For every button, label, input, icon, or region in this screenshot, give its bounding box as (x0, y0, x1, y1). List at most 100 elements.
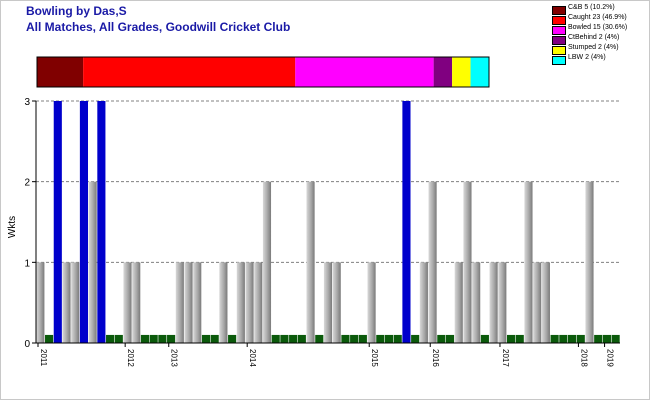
bar-60 (559, 334, 568, 343)
strip-segment-0 (37, 57, 84, 87)
bar-21 (219, 262, 228, 343)
bar-62 (576, 334, 585, 343)
bar-9 (114, 334, 123, 343)
legend-swatch-caught (552, 16, 566, 25)
bar-12 (140, 334, 150, 343)
bar-23 (236, 262, 245, 343)
dismissal-strip (36, 56, 490, 88)
bar-61 (568, 334, 577, 343)
bar-35 (341, 334, 350, 343)
bar-59 (550, 334, 559, 343)
bars (36, 101, 620, 343)
legend-label-cb: C&B 5 (10.2%) (568, 4, 615, 11)
bar-52 (489, 262, 498, 343)
bar-58 (541, 262, 550, 343)
x-tick-label-2016: 2016 (431, 349, 440, 367)
x-tick-label-2015: 2015 (370, 349, 379, 367)
bar-47 (445, 334, 455, 343)
bar-33 (323, 262, 333, 343)
bar-14 (158, 334, 167, 343)
bar-22 (228, 334, 237, 343)
bar-18 (193, 262, 202, 343)
bar-27 (271, 334, 280, 343)
bar-29 (289, 334, 298, 343)
x-tick-label-2017: 2017 (501, 349, 510, 367)
bar-2 (53, 101, 62, 343)
y-tick-labels: 0 1 2 3 (24, 97, 36, 350)
legend-item-cb: C&B 5 (10.2%) (552, 4, 648, 15)
bar-44 (419, 262, 428, 343)
legend-label-stumped: Stumped 2 (4%) (568, 44, 619, 51)
bar-65 (602, 334, 611, 343)
bar-34 (332, 262, 341, 343)
bar-41 (393, 334, 402, 343)
strip-segment-1 (83, 57, 296, 87)
bar-5 (79, 101, 88, 343)
legend-label-bowled: Bowled 15 (30.6%) (568, 24, 628, 31)
legend-label-lbw: LBW 2 (4%) (568, 54, 606, 61)
bar-51 (480, 334, 489, 343)
bar-39 (376, 334, 385, 343)
bar-49 (463, 181, 472, 343)
bar-0 (36, 262, 45, 343)
bar-7 (97, 101, 106, 343)
bar-8 (106, 334, 115, 343)
bar-4 (71, 262, 80, 343)
bar-46 (437, 334, 446, 343)
y-tick-label-0: 0 (24, 339, 30, 350)
y-tick-label-3: 3 (24, 97, 30, 108)
x-tick-label-2013: 2013 (170, 349, 179, 367)
x-tick-labels: 2011 2012 2013 2014 2015 2016 2017 2018 2019 (37, 343, 615, 367)
y-axis-label: Wkts (7, 216, 18, 238)
bar-15 (167, 334, 176, 343)
chart-subtitle: All Matches, All Grades, Goodwill Cricke… (26, 20, 291, 34)
legend-item-bowled: Bowled 15 (30.6%) (552, 24, 648, 35)
strip-segment-5 (470, 57, 489, 87)
bar-32 (315, 334, 324, 343)
legend-item-stumped: Stumped 2 (4%) (552, 44, 648, 55)
x-tick-label-2014: 2014 (248, 349, 257, 367)
bar-24 (245, 262, 254, 343)
bar-64 (594, 334, 603, 343)
legend-item-ctbehind: CtBehind 2 (4%) (552, 34, 648, 45)
bar-30 (297, 334, 306, 343)
bar-19 (201, 334, 211, 343)
bar-37 (358, 334, 367, 343)
bar-53 (498, 262, 507, 343)
bar-50 (472, 262, 481, 343)
strip-segment-2 (295, 57, 434, 87)
bar-10 (123, 262, 132, 343)
bar-54 (506, 334, 516, 343)
y-tick-label-1: 1 (24, 258, 30, 269)
strip-segment-4 (452, 57, 471, 87)
x-tick-label-2011: 2011 (39, 349, 48, 367)
legend-swatch-bowled (552, 26, 566, 35)
chart-title: Bowling by Das,S (26, 4, 127, 18)
bar-6 (88, 181, 97, 343)
bar-36 (350, 334, 359, 343)
y-tick-label-2: 2 (24, 178, 30, 189)
bar-38 (367, 262, 376, 343)
legend-swatch-cb (552, 6, 566, 15)
bar-26 (262, 181, 272, 343)
bar-13 (149, 334, 158, 343)
bar-3 (62, 262, 71, 343)
x-tick-label-2019: 2019 (606, 349, 615, 367)
legend-swatch-lbw (552, 56, 566, 65)
bar-25 (254, 262, 263, 343)
bar-45 (428, 181, 437, 343)
legend-label-caught: Caught 23 (46.9%) (568, 14, 627, 21)
bar-55 (515, 334, 524, 343)
bar-11 (132, 262, 141, 343)
bar-43 (411, 334, 420, 343)
legend-swatch-ctbehind (552, 36, 566, 45)
legend-swatch-stumped (552, 46, 566, 55)
bar-66 (611, 334, 620, 343)
bar-48 (454, 262, 463, 343)
axes (35, 101, 620, 344)
bar-57 (533, 262, 542, 343)
bar-31 (306, 181, 315, 343)
bar-1 (45, 334, 54, 343)
bar-42 (402, 101, 411, 343)
